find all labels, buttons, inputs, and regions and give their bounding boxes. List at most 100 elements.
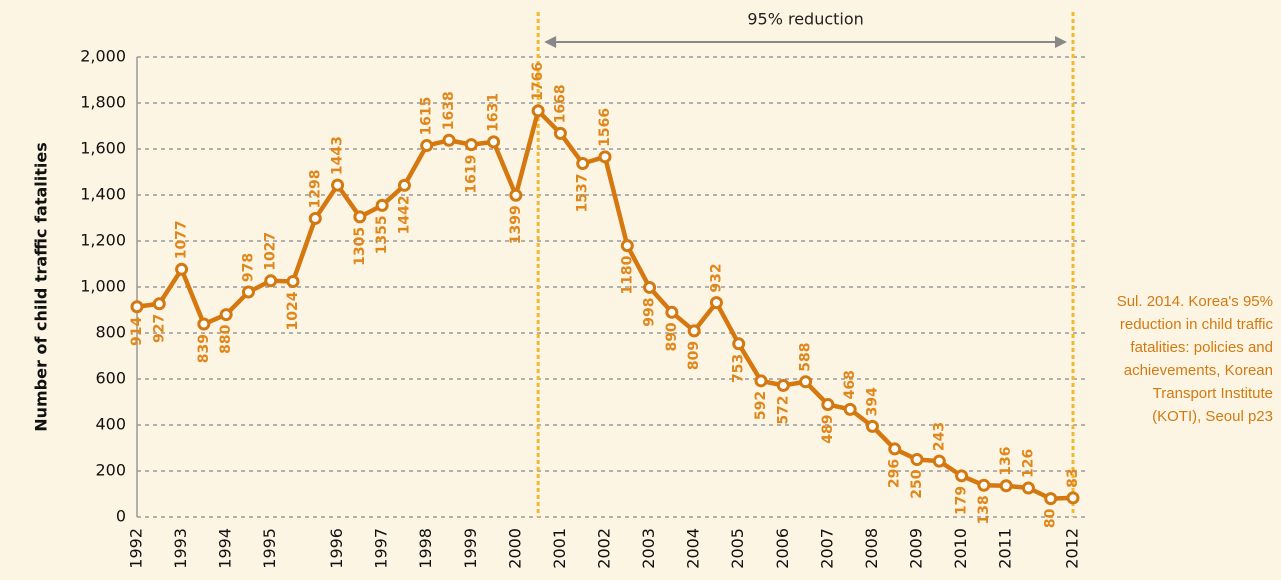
data-label: 932 — [708, 263, 724, 292]
data-label: 1399 — [508, 205, 524, 244]
data-label: 927 — [151, 314, 167, 343]
data-label: 1619 — [463, 155, 479, 194]
data-point — [799, 375, 813, 389]
data-point — [553, 126, 567, 140]
data-label: 1027 — [263, 232, 279, 271]
x-tick-label: 2011 — [996, 528, 1015, 569]
y-tick-label: 2,000 — [80, 47, 126, 66]
data-label: 978 — [240, 253, 256, 282]
data-label: 753 — [731, 354, 747, 383]
data-label: 1180 — [619, 255, 635, 294]
x-tick-label: 1998 — [416, 528, 435, 569]
data-point — [821, 398, 835, 412]
y-tick-label: 1,200 — [80, 231, 126, 250]
x-tick-label: 1993 — [171, 528, 190, 569]
data-point — [932, 454, 946, 468]
data-label: 998 — [642, 297, 658, 326]
data-point — [487, 135, 501, 149]
data-label: 138 — [976, 495, 992, 524]
data-label: 1298 — [307, 169, 323, 208]
data-label: 1668 — [552, 84, 568, 123]
y-tick-label: 0 — [116, 507, 126, 526]
data-point — [888, 442, 902, 456]
data-point — [464, 138, 478, 152]
data-point — [442, 133, 456, 147]
data-point — [531, 104, 545, 118]
x-tick-label: 1996 — [327, 528, 346, 569]
data-point — [643, 280, 657, 294]
data-label: 80 — [1043, 508, 1059, 528]
data-label: 1077 — [174, 220, 190, 259]
data-point — [754, 374, 768, 388]
data-point — [130, 300, 144, 314]
data-point — [955, 469, 969, 483]
data-point — [509, 188, 523, 202]
x-tick-label: 2004 — [684, 528, 703, 569]
data-label: 136 — [998, 446, 1014, 475]
data-point — [843, 402, 857, 416]
y-tick-label: 1,000 — [80, 277, 126, 296]
data-label: 1305 — [352, 227, 368, 266]
data-label: 394 — [864, 387, 880, 416]
data-label: 1566 — [597, 108, 613, 147]
data-label: 588 — [798, 343, 814, 372]
data-point — [576, 156, 590, 170]
x-tick-label: 1999 — [461, 528, 480, 569]
data-label: 1537 — [575, 173, 591, 212]
data-label: 914 — [129, 317, 145, 346]
data-point — [865, 419, 879, 433]
data-label: 1355 — [374, 215, 390, 254]
data-label: 468 — [842, 370, 858, 399]
x-tick-label: 2002 — [595, 528, 614, 569]
x-tick-label: 2005 — [728, 528, 747, 569]
data-point — [999, 479, 1013, 493]
data-point — [197, 317, 211, 331]
data-label: 809 — [686, 341, 702, 370]
data-point — [1021, 481, 1035, 495]
data-label: 83 — [1065, 468, 1081, 487]
data-point — [264, 274, 278, 288]
data-point — [1044, 492, 1058, 506]
x-tick-label: 2001 — [550, 528, 569, 569]
data-point — [152, 297, 166, 311]
data-point — [241, 285, 255, 299]
data-label: 250 — [909, 469, 925, 498]
y-axis-label: Number of child traffic fatalities — [32, 142, 51, 432]
data-point — [910, 453, 924, 466]
data-label: 296 — [887, 459, 903, 488]
x-tick-label: 1994 — [216, 528, 235, 569]
data-point — [1066, 491, 1080, 505]
x-tick-label: 2009 — [907, 528, 926, 569]
data-point — [732, 337, 746, 351]
data-label: 572 — [775, 395, 791, 424]
data-label: 1442 — [396, 195, 412, 234]
data-label: 1631 — [486, 93, 502, 132]
annotation: 95% reduction — [747, 10, 863, 29]
data-label: 1638 — [441, 91, 457, 130]
data-label: 839 — [196, 334, 212, 363]
x-tick-label: 2007 — [817, 528, 836, 569]
data-label: 179 — [954, 486, 970, 515]
data-point — [420, 139, 434, 153]
data-label: 592 — [753, 391, 769, 420]
data-point — [776, 378, 790, 392]
data-point — [308, 211, 322, 225]
x-tick-label: 2003 — [639, 528, 658, 569]
x-tick-label: 1995 — [260, 528, 279, 569]
data-label: 1615 — [419, 97, 435, 136]
y-tick-label: 1,600 — [80, 139, 126, 158]
y-tick-label: 1,800 — [80, 93, 126, 112]
data-point — [598, 150, 612, 164]
data-point — [620, 239, 634, 253]
data-point — [375, 198, 389, 212]
data-label: 126 — [1020, 449, 1036, 478]
x-tick-label: 1997 — [372, 528, 391, 569]
x-tick-label: 2006 — [773, 528, 792, 569]
x-tick-label: 2012 — [1063, 528, 1082, 569]
data-label: 890 — [664, 322, 680, 351]
y-tick-label: 400 — [95, 415, 126, 434]
data-point — [286, 274, 300, 288]
data-point — [175, 262, 189, 276]
data-label: 1024 — [285, 291, 301, 330]
